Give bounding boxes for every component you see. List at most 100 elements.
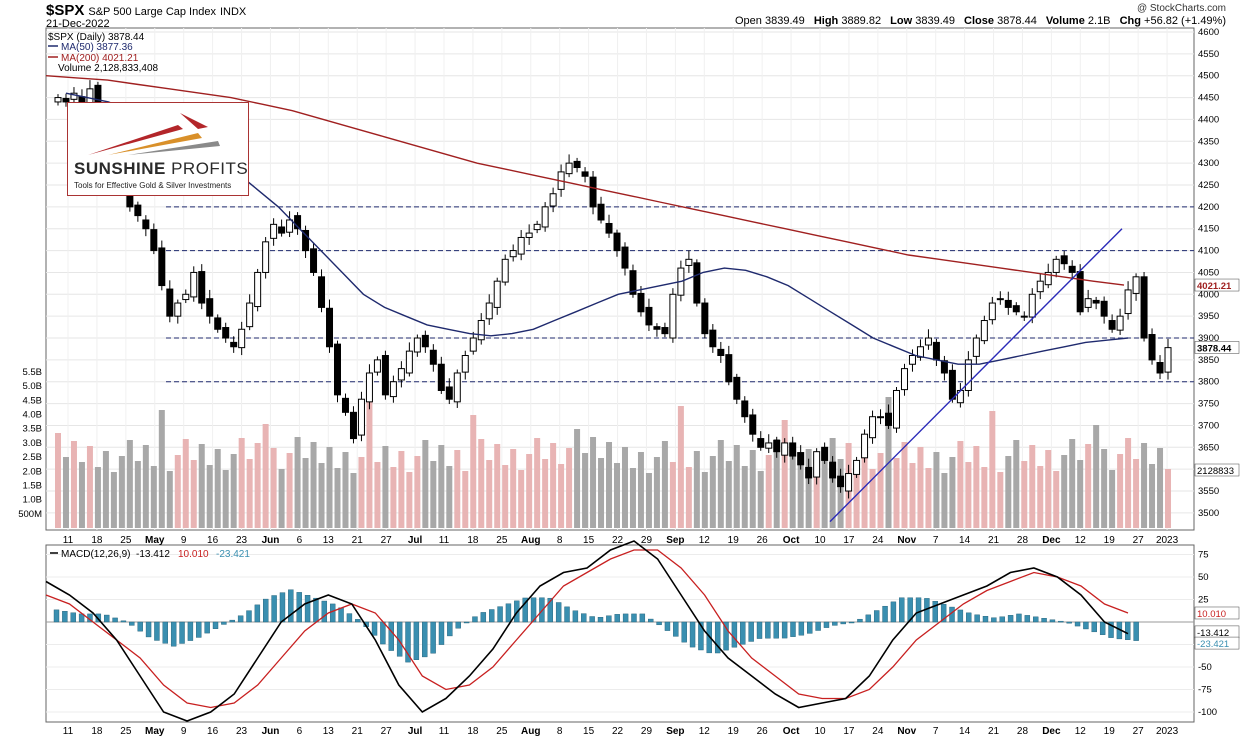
macd-histogram-bar xyxy=(756,621,763,639)
macd-histogram-bar xyxy=(162,621,169,644)
volume-bar xyxy=(1093,425,1100,528)
x-tick-label-macd: 19 xyxy=(728,726,740,737)
candle-body xyxy=(206,298,214,317)
volume-bar xyxy=(805,449,812,528)
candle-body xyxy=(357,398,365,436)
price-tick-label: 4200 xyxy=(1198,202,1219,213)
volume-bar xyxy=(510,449,517,528)
x-tick-label-macd: Nov xyxy=(897,726,916,737)
candle-body xyxy=(1132,276,1140,294)
x-tick-label: 18 xyxy=(467,535,479,546)
price-tick-label: 4100 xyxy=(1198,246,1219,257)
macd-histogram-bar xyxy=(329,603,336,623)
price-tick-label: 3650 xyxy=(1198,442,1219,453)
volume-bar xyxy=(230,454,237,528)
volume-bar xyxy=(733,445,740,528)
macd-tick-label: 75 xyxy=(1198,550,1209,561)
volume-bar xyxy=(382,446,389,528)
high-label: High xyxy=(813,15,839,27)
candle-body xyxy=(1012,305,1020,313)
volume-bar xyxy=(1141,443,1148,528)
volume-bar xyxy=(901,442,908,528)
volume-tag-box xyxy=(1194,463,1240,477)
volume-bar xyxy=(518,470,525,528)
ma200-tag-box xyxy=(1194,278,1240,292)
close-tag-box xyxy=(1194,341,1240,354)
volume-tick-label: 2.0B xyxy=(22,466,42,477)
volume-bar xyxy=(446,466,453,528)
x-tick-label: 21 xyxy=(352,535,364,546)
volume-bar xyxy=(773,439,780,528)
volume-bar xyxy=(685,467,692,528)
macd-histogram-bar xyxy=(572,610,579,623)
volume-bar xyxy=(174,455,181,528)
volume-value: 2.1B xyxy=(1087,15,1111,27)
volume-bar xyxy=(494,444,501,528)
legend-ma200: MA(200) 4021.21 xyxy=(61,53,139,64)
candle-body xyxy=(948,369,956,400)
volume-bar xyxy=(478,439,485,528)
volume-bar xyxy=(118,456,125,528)
price-tick-label: 4550 xyxy=(1198,49,1219,60)
x-tick-label: Jul xyxy=(408,535,423,546)
x-tick-label-macd: 27 xyxy=(1133,726,1145,737)
candle-body xyxy=(429,349,437,365)
volume-bar xyxy=(1045,450,1052,528)
candle-body xyxy=(230,341,238,348)
candle-body xyxy=(270,223,278,239)
macd-histogram-bar xyxy=(1133,621,1139,641)
x-tick-label: 6 xyxy=(297,535,303,546)
price-tick-label: 4500 xyxy=(1198,71,1219,82)
macd-histogram-bar xyxy=(698,621,704,651)
price-tick-label: 4150 xyxy=(1198,224,1219,235)
macd-histogram-bar xyxy=(957,609,964,623)
candle-body xyxy=(741,400,749,418)
volume-bar xyxy=(102,451,109,528)
x-tick-label: 24 xyxy=(872,535,884,546)
volume-bar xyxy=(158,410,165,528)
macd-histogram-bar xyxy=(212,621,219,629)
volume-bar xyxy=(374,462,381,528)
macd-histogram-bar xyxy=(832,621,838,626)
volume-tick-label: 500M xyxy=(18,509,42,520)
candle-body xyxy=(166,288,174,317)
macd-histogram-bar xyxy=(154,621,160,641)
candle-body xyxy=(821,446,829,461)
x-tick-label-macd: 16 xyxy=(207,726,219,737)
macd-histogram-bar xyxy=(656,621,662,626)
macd-histogram-bar xyxy=(589,616,595,623)
volume-bar xyxy=(206,465,213,528)
price-tick-label: 4350 xyxy=(1198,136,1219,147)
macd-histogram-bar xyxy=(170,621,177,647)
candle-body xyxy=(373,359,381,373)
candle-body xyxy=(525,232,533,238)
volume-bar xyxy=(1125,438,1132,528)
candle-body xyxy=(1028,293,1036,318)
volume-bar xyxy=(78,462,85,528)
macd-histogram-bar xyxy=(254,604,261,623)
x-tick-label: 25 xyxy=(120,535,132,546)
macd-histogram-bar xyxy=(915,597,922,623)
candle-body xyxy=(829,461,837,479)
macd-histogram-bar xyxy=(597,617,604,623)
x-tick-label-macd: 18 xyxy=(467,726,479,737)
sunshine-logo-icon xyxy=(88,113,220,155)
x-tick-label-macd: 10 xyxy=(814,726,826,737)
volume-bar xyxy=(1157,448,1164,528)
x-tick-label-macd: 2023 xyxy=(1156,726,1179,737)
macd-histogram-bar xyxy=(321,600,328,623)
x-tick-label-macd: Aug xyxy=(521,726,540,737)
volume-bar xyxy=(669,462,676,528)
x-tick-label: 22 xyxy=(612,535,624,546)
macd-signal-tag-box xyxy=(1194,606,1240,620)
macd-tick-label: -100 xyxy=(1198,707,1217,718)
macd-histogram-bar xyxy=(631,613,637,623)
candle-body xyxy=(996,298,1004,301)
volume-bar xyxy=(246,459,253,528)
macd-histogram-bar xyxy=(673,621,679,637)
candle-body xyxy=(613,232,621,252)
volume-bar xyxy=(126,440,133,528)
legend-macd-v3: -23.421 xyxy=(216,549,250,560)
candle-body xyxy=(900,368,908,391)
